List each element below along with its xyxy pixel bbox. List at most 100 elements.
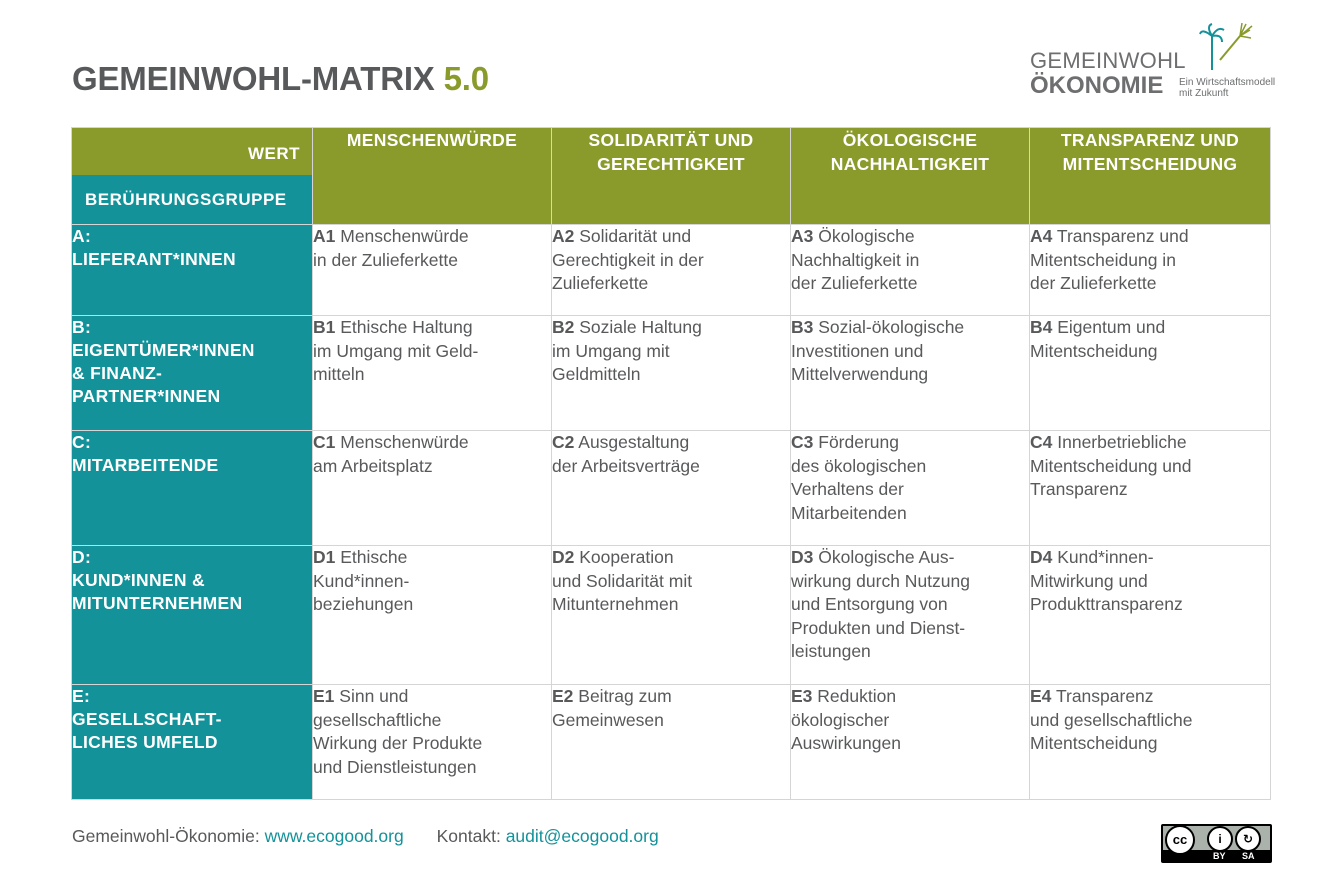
cell-text-line: Mitentscheidung	[1030, 733, 1158, 754]
cell-text-line: Verhaltens der	[791, 479, 904, 500]
logo-line1: GEMEINWOHL	[1030, 48, 1186, 73]
matrix-cell: C1 Menschenwürde am Arbeitsplatz	[312, 430, 552, 546]
cell-text-line: C2 Ausgestaltung	[552, 431, 790, 455]
cell-text-line: Mitarbeitenden	[791, 502, 907, 523]
cell-code: E1	[313, 686, 335, 706]
cell-text: Sozial-ökologische	[818, 317, 965, 337]
matrix-corner: WERT BERÜHRUNGSGRUPPE	[71, 127, 313, 225]
palm-tree-dandelion-icon	[1199, 22, 1253, 70]
cell-text-line: Mittelverwendung	[791, 364, 929, 385]
logo-tagline: Ein Wirtschaftsmodell mit Zukunft	[1179, 77, 1289, 99]
cell-text-line: Geldmitteln	[552, 364, 641, 385]
cell-code: D2	[552, 547, 575, 567]
cell-text-line: beziehungen	[313, 594, 414, 615]
cell-text-line: Nachhaltigkeit in	[791, 249, 920, 270]
cell-code: E4	[1030, 686, 1052, 706]
cell-code: B1	[313, 317, 336, 337]
group-label-line: D:	[72, 547, 92, 567]
cell-text-line: des ökologischen	[791, 455, 927, 476]
value-header-line: TRANSPARENZ UND	[1060, 130, 1240, 150]
cell-text-line: wirkung durch Nutzung	[791, 570, 970, 591]
cell-text-line: B2 Soziale Haltung	[552, 316, 790, 340]
cell-text: Ökologische	[818, 226, 915, 246]
stakeholder-group: C: MITARBEITENDE	[71, 430, 313, 546]
cell-text-line: Produkten und Dienst-	[791, 617, 966, 638]
cell-text-line: ökologischer	[791, 709, 890, 730]
cell-text: Kund*innen-	[1057, 547, 1154, 567]
group-label-line: & FINANZ-	[72, 363, 163, 383]
cell-text-line: und gesellschaftliche	[1030, 709, 1193, 730]
group-label-line: LICHES UMFELD	[72, 732, 218, 752]
matrix-cell: E4 Transparenz und gesellschaftliche Miten…	[1029, 684, 1271, 800]
cell-text-line: der Arbeitsverträge	[552, 455, 700, 476]
stakeholder-group: E: GESELLSCHAFT- LICHES UMFELD	[71, 684, 313, 800]
cell-code: A4	[1030, 226, 1053, 246]
matrix-cell: A1 Menschenwürde in der Zulieferkette	[312, 224, 552, 316]
cell-text-line: Wirkung der Produkte	[313, 733, 483, 754]
website-link[interactable]: www.ecogood.org	[264, 826, 404, 846]
group-label-line: EIGENTÜMER*INNEN	[72, 340, 255, 360]
cell-text-line: Transparenz	[1030, 479, 1128, 500]
cell-code: C4	[1030, 432, 1053, 452]
cell-text: Eigentum und	[1057, 317, 1166, 337]
cell-text-line: im Umgang mit	[552, 340, 670, 361]
by-person-icon: i	[1207, 826, 1233, 852]
sa-share-icon: ↻	[1235, 826, 1261, 852]
group-label-line: LIEFERANT*INNEN	[72, 249, 236, 269]
matrix-cell: C2 Ausgestaltung der Arbeitsverträge	[551, 430, 791, 546]
stakeholder-group: B: EIGENTÜMER*INNEN & FINANZ- PARTNER*INNEN	[71, 315, 313, 431]
value-header-line: SOLIDARITÄT UND	[588, 130, 754, 150]
cell-text-line: D3 Ökologische Aus-	[791, 546, 1029, 570]
cell-text: Ethische Haltung	[340, 317, 473, 337]
value-header-line: MENSCHENWÜRDE	[346, 130, 518, 150]
cell-text: Förderung	[818, 432, 899, 452]
matrix-cell: E3 Reduktion ökologischer Auswirkungen	[790, 684, 1030, 800]
group-axis-label: BERÜHRUNGSGRUPPE	[85, 190, 287, 209]
value-header-line: MITENTSCHEIDUNG	[1062, 154, 1238, 174]
cell-text: Transparenz und	[1056, 226, 1189, 246]
cell-code: A1	[313, 226, 336, 246]
group-label-line: PARTNER*INNEN	[72, 386, 221, 406]
matrix-cell: B1 Ethische Haltung im Umgang mit Geld-mi…	[312, 315, 552, 431]
group-label-line: MITUNTERNEHMEN	[72, 593, 243, 613]
footer-label-org: Gemeinwohl-Ökonomie:	[72, 826, 260, 846]
cell-text-line: D4 Kund*innen-	[1030, 546, 1270, 570]
cell-code: A3	[791, 226, 814, 246]
cell-text-line: A3 Ökologische	[791, 225, 1029, 249]
cell-text-line: C4 Innerbetriebliche	[1030, 431, 1270, 455]
cell-code: B3	[791, 317, 814, 337]
cell-code: B4	[1030, 317, 1053, 337]
cell-code: C3	[791, 432, 814, 452]
cell-text: Ausgestaltung	[578, 432, 690, 452]
matrix-cell: C4 Innerbetriebliche Mitentscheidung und T…	[1029, 430, 1271, 546]
cell-code: A2	[552, 226, 575, 246]
cell-text-line: Produkttransparenz	[1030, 594, 1183, 615]
cell-text-line: A1 Menschenwürde	[313, 225, 551, 249]
value-header-line: NACHHALTIGKEIT	[830, 154, 990, 174]
logo-tagline-1: Ein Wirtschaftsmodell	[1179, 77, 1276, 88]
stakeholder-group: D: KUND*INNEN & MITUNTERNEHMEN	[71, 545, 313, 685]
page-title: GEMEINWOHL-MATRIX 5.0	[72, 60, 489, 98]
matrix-cell: A2 Solidarität und Gerechtigkeit in der Zu…	[551, 224, 791, 316]
cell-text-line: C1 Menschenwürde	[313, 431, 551, 455]
cell-text-line: B3 Sozial-ökologische	[791, 316, 1029, 340]
email-link[interactable]: audit@ecogood.org	[505, 826, 659, 846]
cell-text: Soziale Haltung	[579, 317, 702, 337]
cell-code: E3	[791, 686, 813, 706]
matrix-cell: B3 Sozial-ökologische Investitionen und Mi…	[790, 315, 1030, 431]
cell-text-line: E2 Beitrag zum	[552, 685, 790, 709]
matrix-cell: E1 Sinn und gesellschaftliche Wirkung der …	[312, 684, 552, 800]
gemeinwohl-matrix: WERT BERÜHRUNGSGRUPPE MENSCHENWÜRDE SOLI…	[71, 127, 1271, 800]
cell-text-line: der Zulieferkette	[791, 273, 918, 294]
cell-text-line: in der Zulieferkette	[313, 249, 458, 270]
cell-text-line: A4 Transparenz und	[1030, 225, 1270, 249]
cell-text: Reduktion	[817, 686, 897, 706]
cell-code: D3	[791, 547, 814, 567]
group-label-line: C:	[72, 432, 92, 452]
cc-by-sa-icon[interactable]: cc i ↻ BY SA	[1161, 824, 1272, 863]
value-header-3: ÖKOLOGISCHE NACHHALTIGKEIT	[790, 127, 1030, 225]
cell-text-line: C3 Förderung	[791, 431, 1029, 455]
logo-tagline-2: mit Zukunft	[1179, 88, 1229, 99]
group-label-line: E:	[72, 686, 91, 706]
cell-text-line: Investitionen und	[791, 340, 924, 361]
